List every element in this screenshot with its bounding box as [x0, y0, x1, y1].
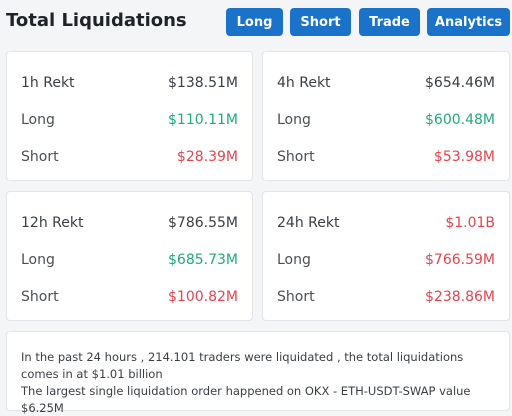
- short-label: Short: [277, 149, 315, 165]
- card-4h-rekt: 4h Rekt $654.46M Long $600.48M Short $53…: [262, 51, 510, 181]
- rekt-total-row: 1h Rekt $138.51M: [21, 73, 238, 93]
- short-label: Short: [277, 289, 315, 305]
- short-label: Short: [21, 149, 59, 165]
- header: Total Liquidations Long Short Trade Anal…: [0, 0, 512, 42]
- long-label: Long: [21, 112, 55, 128]
- rekt-total-row: 4h Rekt $654.46M: [277, 73, 495, 93]
- analytics-button[interactable]: Analytics: [427, 8, 510, 36]
- total-value: $786.55M: [168, 215, 238, 231]
- liquidation-summary: In the past 24 hours , 214.101 traders w…: [6, 331, 510, 415]
- total-value: $654.46M: [425, 75, 495, 91]
- long-row: Long $766.59M: [277, 250, 495, 270]
- long-value: $600.48M: [425, 112, 495, 128]
- short-row: Short $28.39M: [21, 147, 238, 167]
- long-label: Long: [277, 112, 311, 128]
- long-value: $766.59M: [425, 252, 495, 268]
- summary-line-traders: In the past 24 hours , 214.101 traders w…: [21, 350, 464, 381]
- rekt-total-row: 12h Rekt $786.55M: [21, 213, 238, 233]
- trade-button[interactable]: Trade: [359, 8, 420, 36]
- long-button[interactable]: Long: [226, 8, 283, 36]
- short-row: Short $238.86M: [277, 287, 495, 307]
- short-label: Short: [21, 289, 59, 305]
- period-label: 24h Rekt: [277, 215, 340, 231]
- card-24h-rekt: 24h Rekt $1.01B Long $766.59M Short $238…: [262, 191, 510, 321]
- short-value: $28.39M: [176, 149, 238, 165]
- page-title: Total Liquidations: [6, 10, 187, 31]
- long-row: Long $600.48M: [277, 110, 495, 130]
- long-value: $110.11M: [168, 112, 238, 128]
- long-label: Long: [277, 252, 311, 268]
- rekt-total-row: 24h Rekt $1.01B: [277, 213, 495, 233]
- long-row: Long $685.73M: [21, 250, 238, 270]
- long-value: $685.73M: [168, 252, 238, 268]
- total-value: $138.51M: [168, 75, 238, 91]
- short-button[interactable]: Short: [290, 8, 351, 36]
- short-value: $238.86M: [425, 289, 495, 305]
- short-value: $100.82M: [168, 289, 238, 305]
- period-label: 4h Rekt: [277, 75, 331, 91]
- summary-line-largest-order: The largest single liquidation order hap…: [21, 384, 471, 415]
- short-row: Short $100.82M: [21, 287, 238, 307]
- period-label: 12h Rekt: [21, 215, 84, 231]
- long-row: Long $110.11M: [21, 110, 238, 130]
- card-12h-rekt: 12h Rekt $786.55M Long $685.73M Short $1…: [6, 191, 253, 321]
- short-value: $53.98M: [433, 149, 495, 165]
- total-value: $1.01B: [445, 215, 495, 231]
- short-row: Short $53.98M: [277, 147, 495, 167]
- card-1h-rekt: 1h Rekt $138.51M Long $110.11M Short $28…: [6, 51, 253, 181]
- period-label: 1h Rekt: [21, 75, 75, 91]
- long-label: Long: [21, 252, 55, 268]
